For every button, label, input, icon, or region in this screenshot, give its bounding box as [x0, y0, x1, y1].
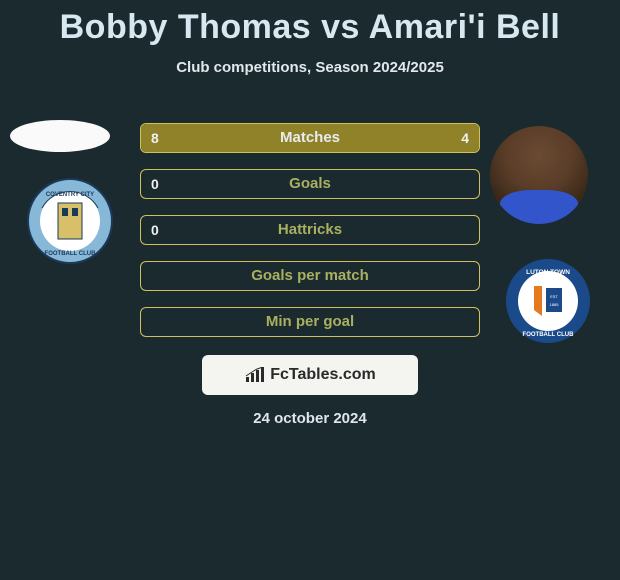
- club-badge-right: LUTON TOWN FOOTBALL CLUB EST 1885: [498, 258, 598, 344]
- bar-label: Min per goal: [141, 308, 479, 336]
- subtitle: Club competitions, Season 2024/2025: [0, 59, 620, 76]
- player-left-avatar: [10, 120, 110, 152]
- svg-text:FOOTBALL CLUB: FOOTBALL CLUB: [523, 332, 575, 338]
- svg-text:COVENTRY CITY: COVENTRY CITY: [46, 192, 94, 198]
- watermark-text: FcTables.com: [270, 366, 376, 384]
- page-title: Bobby Thomas vs Amari'i Bell: [0, 8, 620, 47]
- bar-label: Goals: [141, 170, 479, 198]
- bar-label: Hattricks: [141, 216, 479, 244]
- svg-text:FOOTBALL CLUB: FOOTBALL CLUB: [45, 251, 97, 257]
- bar-label: Matches: [141, 124, 479, 152]
- svg-text:1885: 1885: [550, 302, 560, 307]
- stat-bar-goals: 0 Goals: [140, 169, 480, 199]
- stat-bar-min-per-goal: Min per goal: [140, 307, 480, 337]
- stat-bar-matches: 8 Matches 4: [140, 123, 480, 153]
- stat-bars: 8 Matches 4 0 Goals 0 Hattricks Goals pe…: [140, 123, 480, 353]
- stat-bar-goals-per-match: Goals per match: [140, 261, 480, 291]
- bar-label: Goals per match: [141, 262, 479, 290]
- player-right-avatar: [490, 126, 588, 224]
- bar-value-right: 4: [461, 124, 469, 152]
- svg-text:EST: EST: [550, 294, 558, 299]
- date-label: 24 october 2024: [0, 410, 620, 427]
- club-badge-left: COVENTRY CITY FOOTBALL CLUB: [20, 178, 120, 264]
- svg-text:LUTON TOWN: LUTON TOWN: [526, 269, 570, 276]
- watermark: FcTables.com: [202, 355, 418, 395]
- stat-bar-hattricks: 0 Hattricks: [140, 215, 480, 245]
- chart-icon: [244, 367, 266, 383]
